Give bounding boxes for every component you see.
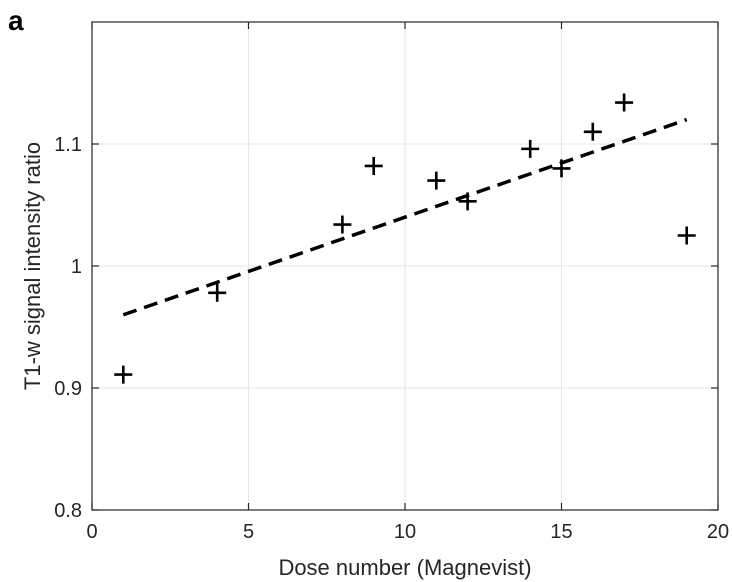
data-point [114,365,133,384]
y-tick-label: 1.1 [54,134,82,156]
panel-label: a [8,5,24,36]
y-axis-label: T1-w signal intensity ratio [20,142,45,390]
data-point [677,226,696,245]
axis-tick-labels: 0 5 10 15 20 0.8 0.9 1 1.1 [54,134,729,543]
grid [92,22,718,510]
x-tick-label: 20 [707,521,729,543]
y-tick-label: 0.9 [54,378,82,400]
data-point [615,93,634,112]
x-tick-label: 15 [550,521,572,543]
y-tick-label: 0.8 [54,500,82,522]
data-point [208,283,227,302]
y-tick-label: 1 [71,256,82,278]
data-point [521,139,540,158]
data-point [364,156,383,175]
axis-ticks [91,22,719,511]
data-point [333,215,352,234]
data-point [583,122,602,141]
fit-line [122,117,688,317]
data-point [552,159,571,178]
x-tick-label: 0 [86,521,97,543]
data-point [458,192,477,211]
x-axis-label: Dose number (Magnevist) [278,555,531,580]
x-tick-label: 10 [394,521,416,543]
data-points [114,93,696,384]
x-tick-label: 5 [243,521,254,543]
data-point [427,171,446,190]
fit-line-layer [122,117,688,317]
